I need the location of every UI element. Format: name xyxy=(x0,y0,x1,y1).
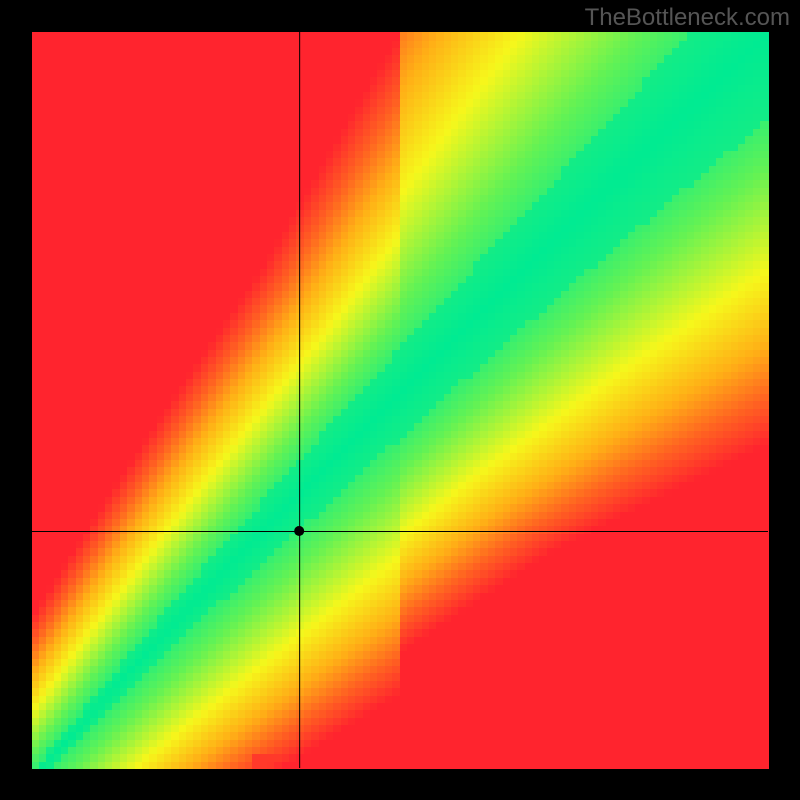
bottleneck-heatmap xyxy=(0,0,800,800)
watermark-text: TheBottleneck.com xyxy=(585,4,790,32)
